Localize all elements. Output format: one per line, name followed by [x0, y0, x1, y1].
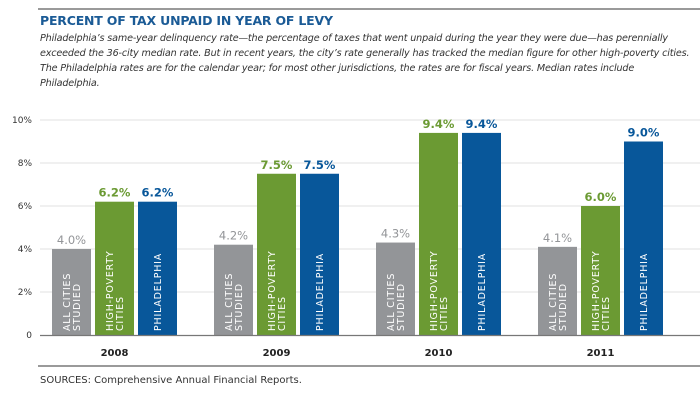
x-tick-label: 2011	[587, 348, 615, 359]
y-tick-label: 8%	[18, 159, 33, 169]
bar	[257, 173, 296, 335]
bar-series-label: PHILADELPHIA	[477, 253, 488, 331]
bar-series-label: ALL CITIES	[548, 273, 559, 331]
data-label: 9.4%	[466, 117, 498, 131]
bar-series-label: STUDIED	[234, 283, 245, 331]
bar-series-label: STUDIED	[72, 283, 83, 331]
data-label: 9.4%	[423, 117, 455, 131]
data-label: 6.2%	[142, 186, 174, 200]
bar	[95, 201, 134, 335]
y-tick-label: 10%	[12, 116, 32, 126]
bar	[138, 201, 177, 335]
bar-series-label: PHILADELPHIA	[639, 253, 650, 331]
bar	[214, 244, 253, 335]
y-tick-label: 2%	[18, 288, 33, 298]
bar-series-label: ALL CITIES	[224, 273, 235, 331]
data-label: 4.2%	[219, 229, 248, 243]
data-label: 6.2%	[99, 186, 131, 200]
bar-series-label: CITIES	[115, 296, 126, 331]
y-tick-label: 6%	[18, 202, 33, 212]
bar-series-label: PHILADELPHIA	[153, 253, 164, 331]
x-tick-label: 2008	[101, 348, 129, 359]
bar-series-label: CITIES	[277, 296, 288, 331]
y-tick-label: 4%	[18, 245, 33, 255]
bar-series-label: CITIES	[439, 296, 450, 331]
bar	[300, 173, 339, 335]
data-label: 7.5%	[261, 158, 293, 172]
data-label: 9.0%	[628, 126, 660, 140]
bar	[624, 141, 663, 335]
bar	[581, 206, 620, 335]
data-label: 6.0%	[585, 190, 617, 204]
bar-series-label: STUDIED	[396, 283, 407, 331]
x-tick-label: 2009	[263, 348, 291, 359]
bottom-rule	[38, 365, 700, 367]
bar-series-label: HIGH-POVERTY	[591, 250, 602, 331]
chart-title: PERCENT OF TAX UNPAID IN YEAR OF LEVY	[40, 13, 333, 28]
bar-series-label: PHILADELPHIA	[315, 253, 326, 331]
bar-series-label: CITIES	[601, 296, 612, 331]
data-label: 4.0%	[57, 233, 86, 247]
bar-series-label: HIGH-POVERTY	[429, 250, 440, 331]
source-note: SOURCES: Comprehensive Annual Financial …	[40, 375, 302, 386]
bar	[462, 132, 501, 335]
bar	[52, 249, 91, 335]
y-tick-label: 0	[26, 331, 32, 341]
bar-series-label: STUDIED	[558, 283, 569, 331]
bar	[419, 132, 458, 335]
data-label: 4.3%	[381, 227, 410, 241]
data-label: 7.5%	[304, 158, 336, 172]
data-label: 4.1%	[543, 231, 572, 245]
x-tick-label: 2010	[425, 348, 453, 359]
top-rule	[38, 8, 700, 10]
bar-series-label: ALL CITIES	[62, 273, 73, 331]
chart-subtitle: Philadelphia’s same-year delinquency rat…	[40, 33, 690, 89]
bar-series-label: HIGH-POVERTY	[267, 250, 278, 331]
bar	[538, 246, 577, 335]
bar-series-label: ALL CITIES	[386, 273, 397, 331]
bar-series-label: HIGH-POVERTY	[105, 250, 116, 331]
bar	[376, 242, 415, 335]
